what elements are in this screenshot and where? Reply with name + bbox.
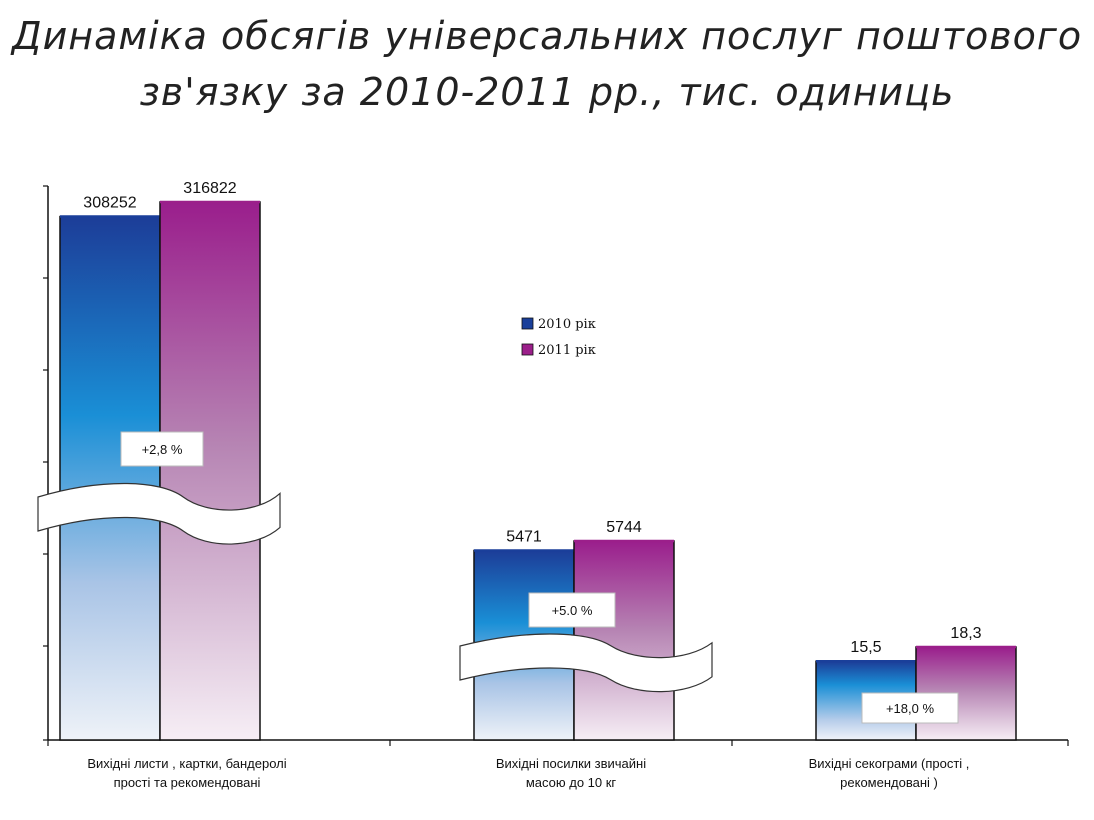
legend-label: 2011 рік bbox=[538, 343, 596, 358]
growth-label-box bbox=[528, 592, 616, 628]
axis-break bbox=[459, 633, 713, 693]
growth-label: +5.0 % bbox=[552, 603, 593, 618]
value-label: 308252 bbox=[83, 195, 136, 212]
value-label: 15,5 bbox=[850, 639, 881, 656]
category-label: прості та рекомендовані bbox=[114, 775, 261, 790]
value-labels: 308252 316822 5471 5744 15,5 18,3 bbox=[83, 180, 981, 656]
legend-swatch bbox=[521, 343, 534, 356]
legend-label: 2010 рік bbox=[538, 317, 596, 332]
value-label: 316822 bbox=[183, 180, 236, 197]
chart-title: Динаміка обсягів універсальних послуг по… bbox=[0, 8, 1094, 120]
category-label: рекомендовані ) bbox=[840, 775, 938, 790]
bar-1-series-2 bbox=[159, 201, 261, 741]
axis-breaks bbox=[37, 482, 713, 693]
y-axis-ticks bbox=[43, 185, 48, 741]
growth-label: +18,0 % bbox=[886, 701, 935, 716]
legend: 2010 рік 2011 рік bbox=[521, 317, 596, 358]
value-label: 18,3 bbox=[950, 625, 981, 642]
growth-label-box bbox=[861, 692, 959, 724]
x-axis-ticks bbox=[47, 740, 1069, 746]
category-labels: Вихідні листи , картки, бандеролі прості … bbox=[87, 756, 969, 790]
category-label: Вихідні листи , картки, бандеролі bbox=[87, 756, 286, 771]
value-label: 5471 bbox=[506, 528, 542, 545]
growth-labels: +2,8 % +5.0 % +18,0 % bbox=[120, 431, 959, 724]
value-label: 5744 bbox=[606, 519, 642, 536]
category-label: Вихідні посилки звичайні bbox=[496, 756, 646, 771]
growth-label-box bbox=[120, 431, 204, 467]
bar-1-series-1 bbox=[59, 215, 161, 741]
axis-break bbox=[37, 482, 281, 545]
chart-title-line-1: Динаміка обсягів універсальних послуг по… bbox=[11, 14, 1083, 58]
bars bbox=[59, 200, 1017, 741]
chart-title-line-2: зв'язку за 2010-2011 рр., тис. одиниць bbox=[139, 70, 955, 114]
growth-label: +2,8 % bbox=[142, 442, 183, 457]
category-label: Вихідні секограми (прості , bbox=[809, 756, 970, 771]
category-label: масою до 10 кг bbox=[526, 775, 617, 790]
legend-swatch bbox=[521, 317, 534, 330]
